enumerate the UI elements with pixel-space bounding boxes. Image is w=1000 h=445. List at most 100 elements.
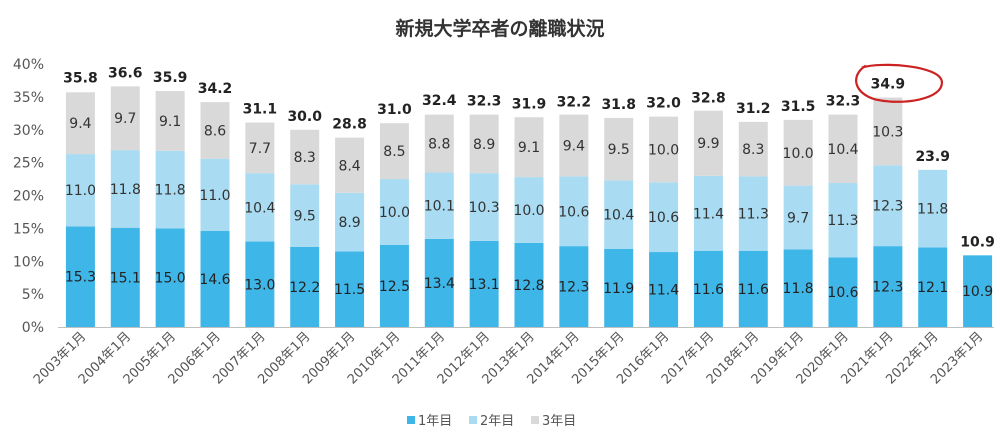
- bar-segment-3: [335, 137, 365, 193]
- bar-segment-3: [379, 123, 409, 180]
- segment-value-label: 10.4: [244, 200, 275, 216]
- total-value-label: 36.6: [108, 65, 143, 81]
- segment-value-label: 10.3: [872, 124, 903, 140]
- y-tick-label: 5%: [22, 287, 44, 303]
- segment-value-label: 8.9: [473, 137, 495, 153]
- bar-segment-2: [873, 165, 903, 247]
- segment-value-label: 9.5: [608, 142, 630, 158]
- segment-value-label: 8.5: [383, 144, 405, 160]
- legend-label: 1年目: [418, 414, 452, 429]
- segment-value-label: 9.7: [114, 111, 136, 127]
- x-axis: 2003年1月2004年1月2005年1月2006年1月2007年1月2008年…: [31, 327, 994, 387]
- bar-segment-2: [649, 182, 679, 253]
- total-value-label: 30.0: [287, 109, 322, 125]
- bar-segment-1: [828, 257, 858, 327]
- segment-value-label: 11.3: [738, 207, 769, 223]
- bar-segment-1: [155, 228, 185, 327]
- y-tick-label: 40%: [13, 57, 44, 73]
- segment-value-label: 14.6: [199, 272, 230, 288]
- bar-segment-3: [783, 119, 813, 186]
- total-value-label: 32.8: [691, 90, 726, 106]
- segment-value-label: 11.4: [648, 283, 679, 299]
- segment-value-label: 11.8: [917, 202, 948, 218]
- bar-segment-2: [514, 177, 544, 243]
- legend-label: 2年目: [480, 414, 514, 429]
- bar-segment-2: [290, 184, 320, 247]
- segment-value-label: 10.3: [469, 200, 500, 216]
- total-value-label: 32.3: [467, 94, 502, 110]
- bar-series: [65, 86, 993, 327]
- bar-segment-1: [604, 248, 634, 327]
- segment-value-label: 8.8: [428, 137, 450, 153]
- bar-segment-2: [65, 154, 95, 227]
- segment-value-label: 10.6: [558, 204, 589, 220]
- total-value-label: 28.8: [332, 117, 367, 133]
- segment-value-label: 9.1: [518, 140, 540, 156]
- segment-value-label: 11.8: [155, 183, 186, 199]
- segment-value-label: 15.0: [155, 271, 186, 287]
- bar-segment-1: [649, 252, 679, 327]
- bar-segment-1: [469, 240, 499, 327]
- segment-value-label: 10.0: [513, 203, 544, 219]
- total-value-label: 31.8: [601, 97, 636, 113]
- y-tick-label: 0%: [22, 320, 44, 336]
- segment-value-label: 13.1: [469, 277, 500, 293]
- bar-segment-2: [155, 150, 185, 229]
- bar-segment-2: [335, 192, 365, 252]
- segment-value-label: 11.6: [738, 282, 769, 298]
- legend-swatch-3: [531, 416, 539, 424]
- total-value-label: 31.9: [512, 96, 547, 112]
- total-value-label: 35.8: [63, 71, 98, 87]
- segment-value-label: 8.4: [338, 158, 360, 174]
- segment-labels: 15.3 11.0 9.4 15.1 11.8 9.7 15.0 11.8 9.1 14.6 11.…: [65, 111, 993, 301]
- bar-segment-1: [693, 250, 723, 327]
- segment-value-label: 11.8: [110, 182, 141, 198]
- total-value-label: 35.9: [153, 70, 188, 86]
- total-value-label: 10.9: [960, 234, 995, 250]
- segment-value-label: 10.4: [603, 208, 634, 224]
- segment-value-label: 8.9: [338, 215, 360, 231]
- segment-value-label: 10.4: [827, 142, 858, 158]
- bar-segment-1: [245, 241, 275, 327]
- total-labels: 35.8 36.6 35.9 34.2 31.1 30.0 28.8 31.0 32.4 32.3…: [63, 65, 995, 250]
- segment-value-label: 11.8: [783, 281, 814, 297]
- legend-label: 3年目: [542, 414, 576, 429]
- y-tick-label: 35%: [13, 90, 44, 106]
- segment-value-label: 9.1: [159, 114, 181, 130]
- segment-value-label: 10.0: [783, 146, 814, 162]
- segment-value-label: 10.0: [648, 142, 679, 158]
- bar-segment-1: [335, 251, 365, 327]
- bar-segment-2: [559, 176, 589, 247]
- segment-value-label: 11.5: [334, 282, 365, 298]
- bar-segment-1: [783, 249, 813, 327]
- y-axis: 0% 5% 10% 15% 20% 25% 30% 35% 40%: [13, 57, 44, 336]
- highlight-circle: [855, 63, 943, 103]
- segment-value-label: 12.3: [872, 199, 903, 215]
- segment-value-label: 15.1: [110, 270, 141, 286]
- segment-value-label: 10.9: [962, 284, 993, 300]
- segment-value-label: 13.0: [244, 277, 275, 293]
- y-tick-label: 10%: [13, 254, 44, 270]
- bar-segment-2: [200, 158, 230, 232]
- segment-value-label: 12.2: [289, 280, 320, 296]
- bar-segment-3: [514, 117, 544, 178]
- bar-segment-1: [514, 242, 544, 327]
- total-value-label: 31.2: [736, 101, 771, 117]
- bar-segment-3: [469, 114, 499, 174]
- bar-segment-1: [918, 247, 948, 327]
- bar-segment-2: [783, 185, 813, 250]
- y-tick-label: 20%: [13, 189, 44, 205]
- bar-segment-1: [379, 244, 409, 327]
- segment-value-label: 9.7: [787, 211, 809, 227]
- bar-segment-2: [379, 179, 409, 245]
- bar-segment-3: [738, 121, 768, 177]
- segment-value-label: 10.6: [827, 285, 858, 301]
- segment-value-label: 11.6: [693, 282, 724, 298]
- total-value-label: 34.9: [871, 77, 906, 93]
- highlight-annotation: [855, 63, 943, 103]
- bar-segment-3: [693, 110, 723, 176]
- total-value-label: 32.4: [422, 93, 457, 109]
- segment-value-label: 10.1: [424, 199, 455, 215]
- bar-segment-3: [828, 114, 858, 184]
